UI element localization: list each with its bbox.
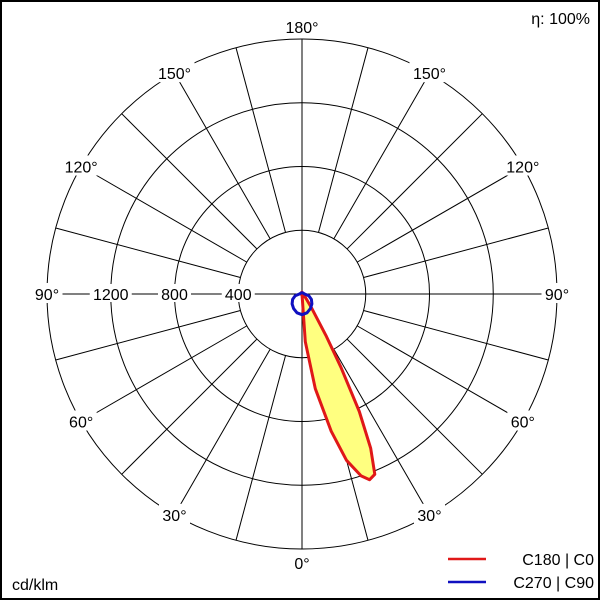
unit-label: cd/klm xyxy=(12,577,58,594)
angle-label-bg-left-90 xyxy=(31,283,63,303)
angle-label-bg-right-90 xyxy=(541,283,573,303)
angle-label-bg-left-120 xyxy=(61,155,102,176)
spoke-225 xyxy=(121,113,258,250)
radial-tick-bg-1200 xyxy=(89,284,132,302)
angle-label-right-90: 90° xyxy=(545,287,569,304)
radial-tick-bg-800 xyxy=(158,284,191,302)
angle-label-bg-left-150 xyxy=(154,62,195,83)
spoke-195 xyxy=(235,47,286,233)
spoke-300 xyxy=(80,325,248,422)
angle-label-right-150: 150° xyxy=(413,66,446,83)
angle-label-left-90: 90° xyxy=(35,287,59,304)
spoke-330 xyxy=(174,348,271,516)
legend-label-c270-c90: C270 | C90 xyxy=(513,575,594,592)
angle-label-bg-right-60 xyxy=(507,410,539,431)
angle-label-bg-right-150 xyxy=(409,62,450,83)
spoke-135 xyxy=(346,113,483,250)
angle-label-right-30: 30° xyxy=(417,508,441,525)
spoke-285 xyxy=(55,310,241,361)
radial-tick-bg-400 xyxy=(221,284,255,302)
spoke-120 xyxy=(356,166,524,263)
spoke-255 xyxy=(55,227,241,278)
angle-label-right-120: 120° xyxy=(506,160,539,177)
legend-label-c180-c0: C180 | C0 xyxy=(522,552,594,569)
angle-label-center-180: 180° xyxy=(285,20,318,37)
spoke-60 xyxy=(356,325,524,422)
angle-label-center-0: 0° xyxy=(294,556,309,573)
spoke-315 xyxy=(121,338,258,475)
chart-labels: 400 800 1200 0° 30° 30° 60° 60° 90° 90° 120° 120° 15… xyxy=(31,16,573,573)
angle-label-bg-center-0 xyxy=(291,552,313,572)
spoke-165 xyxy=(318,47,369,233)
angle-label-bg-right-120 xyxy=(502,155,543,176)
spoke-150 xyxy=(333,72,430,240)
radial-tick-label-1200: 1200 xyxy=(93,287,129,304)
angle-label-bg-center-180 xyxy=(282,16,322,36)
angle-label-bg-left-60 xyxy=(65,410,97,431)
series-curve-1 xyxy=(290,291,314,317)
angle-label-bg-left-30 xyxy=(159,503,190,524)
angle-label-left-150: 150° xyxy=(158,66,191,83)
radial-tick-label-800: 800 xyxy=(161,287,188,304)
spoke-210 xyxy=(174,72,271,240)
spoke-105 xyxy=(363,227,549,278)
curves xyxy=(290,290,377,482)
spoke-45 xyxy=(346,338,483,475)
angle-label-right-60: 60° xyxy=(511,415,535,432)
angle-label-left-120: 120° xyxy=(65,160,98,177)
angle-label-bg-right-30 xyxy=(414,503,445,524)
spoke-75 xyxy=(363,310,549,361)
radial-tick-label-400: 400 xyxy=(225,287,252,304)
angle-label-left-60: 60° xyxy=(69,415,93,432)
spoke-240 xyxy=(80,166,248,263)
legend: C180 | C0 C270 | C90 xyxy=(448,552,594,592)
series-curve-0 xyxy=(300,290,377,482)
angle-label-left-30: 30° xyxy=(162,508,186,525)
efficiency-label: η: 100% xyxy=(531,11,590,28)
polar-grid xyxy=(46,38,558,550)
spoke-345 xyxy=(235,355,286,541)
spoke-30 xyxy=(333,348,430,516)
